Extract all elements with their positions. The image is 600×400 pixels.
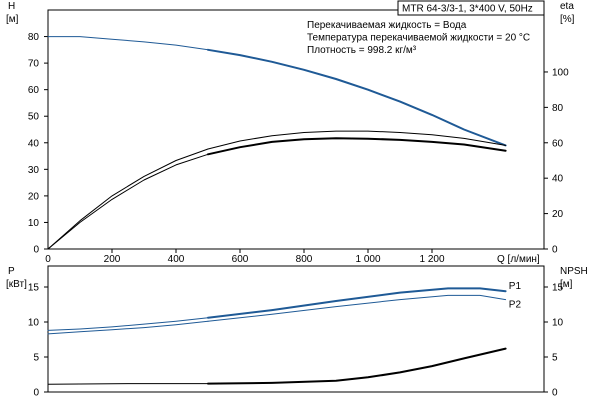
- y-right-axis-unit: [м]: [560, 279, 573, 290]
- upper-plot-frame: [47, 9, 545, 250]
- y-right-tick-label: 0: [552, 388, 558, 399]
- lower-series-line: [207, 294, 507, 322]
- info-line: Плотность = 998.2 кг/м³: [307, 45, 417, 56]
- y-left-tick-label: 5: [33, 353, 39, 364]
- y-left-axis-unit: [кВт]: [6, 279, 27, 290]
- upper-series-line: [207, 130, 507, 150]
- x-tick-label: 600: [232, 254, 249, 265]
- upper-series-line: [47, 148, 209, 250]
- x-axis-label: Q [л/мин]: [497, 254, 540, 265]
- y-left-tick-label: 40: [28, 138, 40, 149]
- curve-label-p1: P1: [509, 281, 522, 292]
- lower-series-line: [47, 317, 209, 331]
- lower-plot-frame: [47, 265, 545, 393]
- x-tick-label: 200: [104, 254, 121, 265]
- y-left-tick-label: 10: [28, 318, 40, 329]
- y-left-axis-unit: [м]: [6, 14, 19, 25]
- y-right-axis-label: NPSH: [560, 266, 588, 277]
- lower-series-line: [47, 320, 209, 335]
- info-line: Температура перекачиваемой жидкости = 20…: [307, 33, 530, 44]
- y-left-tick-label: 0: [33, 388, 39, 399]
- lower-series-line: [207, 287, 507, 319]
- y-right-tick-label: 20: [552, 209, 564, 220]
- y-left-tick-label: 60: [28, 85, 40, 96]
- upper-series-line: [207, 137, 507, 156]
- y-left-tick-label: 0: [33, 245, 39, 256]
- y-right-tick-label: 100: [552, 67, 569, 78]
- y-right-tick-label: 5: [552, 353, 558, 364]
- curve-label-p2: P2: [509, 299, 522, 310]
- y-right-tick-label: 10: [552, 318, 564, 329]
- y-right-tick-label: 80: [552, 103, 564, 114]
- upper-series-line: [207, 48, 507, 147]
- y-right-axis-label: eta: [560, 1, 574, 12]
- title-box-text: MTR 64-3/3-1, 3*400 V, 50Hz: [402, 4, 533, 15]
- upper-series-line: [47, 153, 209, 250]
- y-right-tick-label: 60: [552, 138, 564, 149]
- lower-series-line: [47, 383, 209, 385]
- y-left-tick-label: 20: [28, 191, 40, 202]
- y-left-tick-label: 10: [28, 218, 40, 229]
- y-right-axis-unit: [%]: [560, 14, 575, 25]
- y-right-tick-label: 0: [552, 245, 558, 256]
- info-line: Перекачиваемая жидкость = Вода: [307, 20, 467, 31]
- y-left-tick-label: 50: [28, 112, 40, 123]
- y-left-axis-label: P: [8, 266, 15, 277]
- x-tick-label: 800: [296, 254, 313, 265]
- x-tick-label: 1 200: [419, 254, 444, 265]
- y-left-tick-label: 30: [28, 165, 40, 176]
- x-tick-label: 1 000: [355, 254, 380, 265]
- upper-series-line: [47, 36, 209, 51]
- y-right-tick-label: 15: [552, 283, 564, 294]
- y-left-tick-label: 80: [28, 32, 40, 43]
- lower-series-line: [207, 347, 507, 385]
- title-box: [397, 0, 545, 16]
- y-left-axis-label: H: [8, 1, 15, 12]
- y-right-tick-label: 40: [552, 174, 564, 185]
- x-tick-label: 400: [168, 254, 185, 265]
- y-left-tick-label: 70: [28, 59, 40, 70]
- x-tick-label: 0: [45, 254, 51, 265]
- y-left-tick-label: 15: [28, 283, 40, 294]
